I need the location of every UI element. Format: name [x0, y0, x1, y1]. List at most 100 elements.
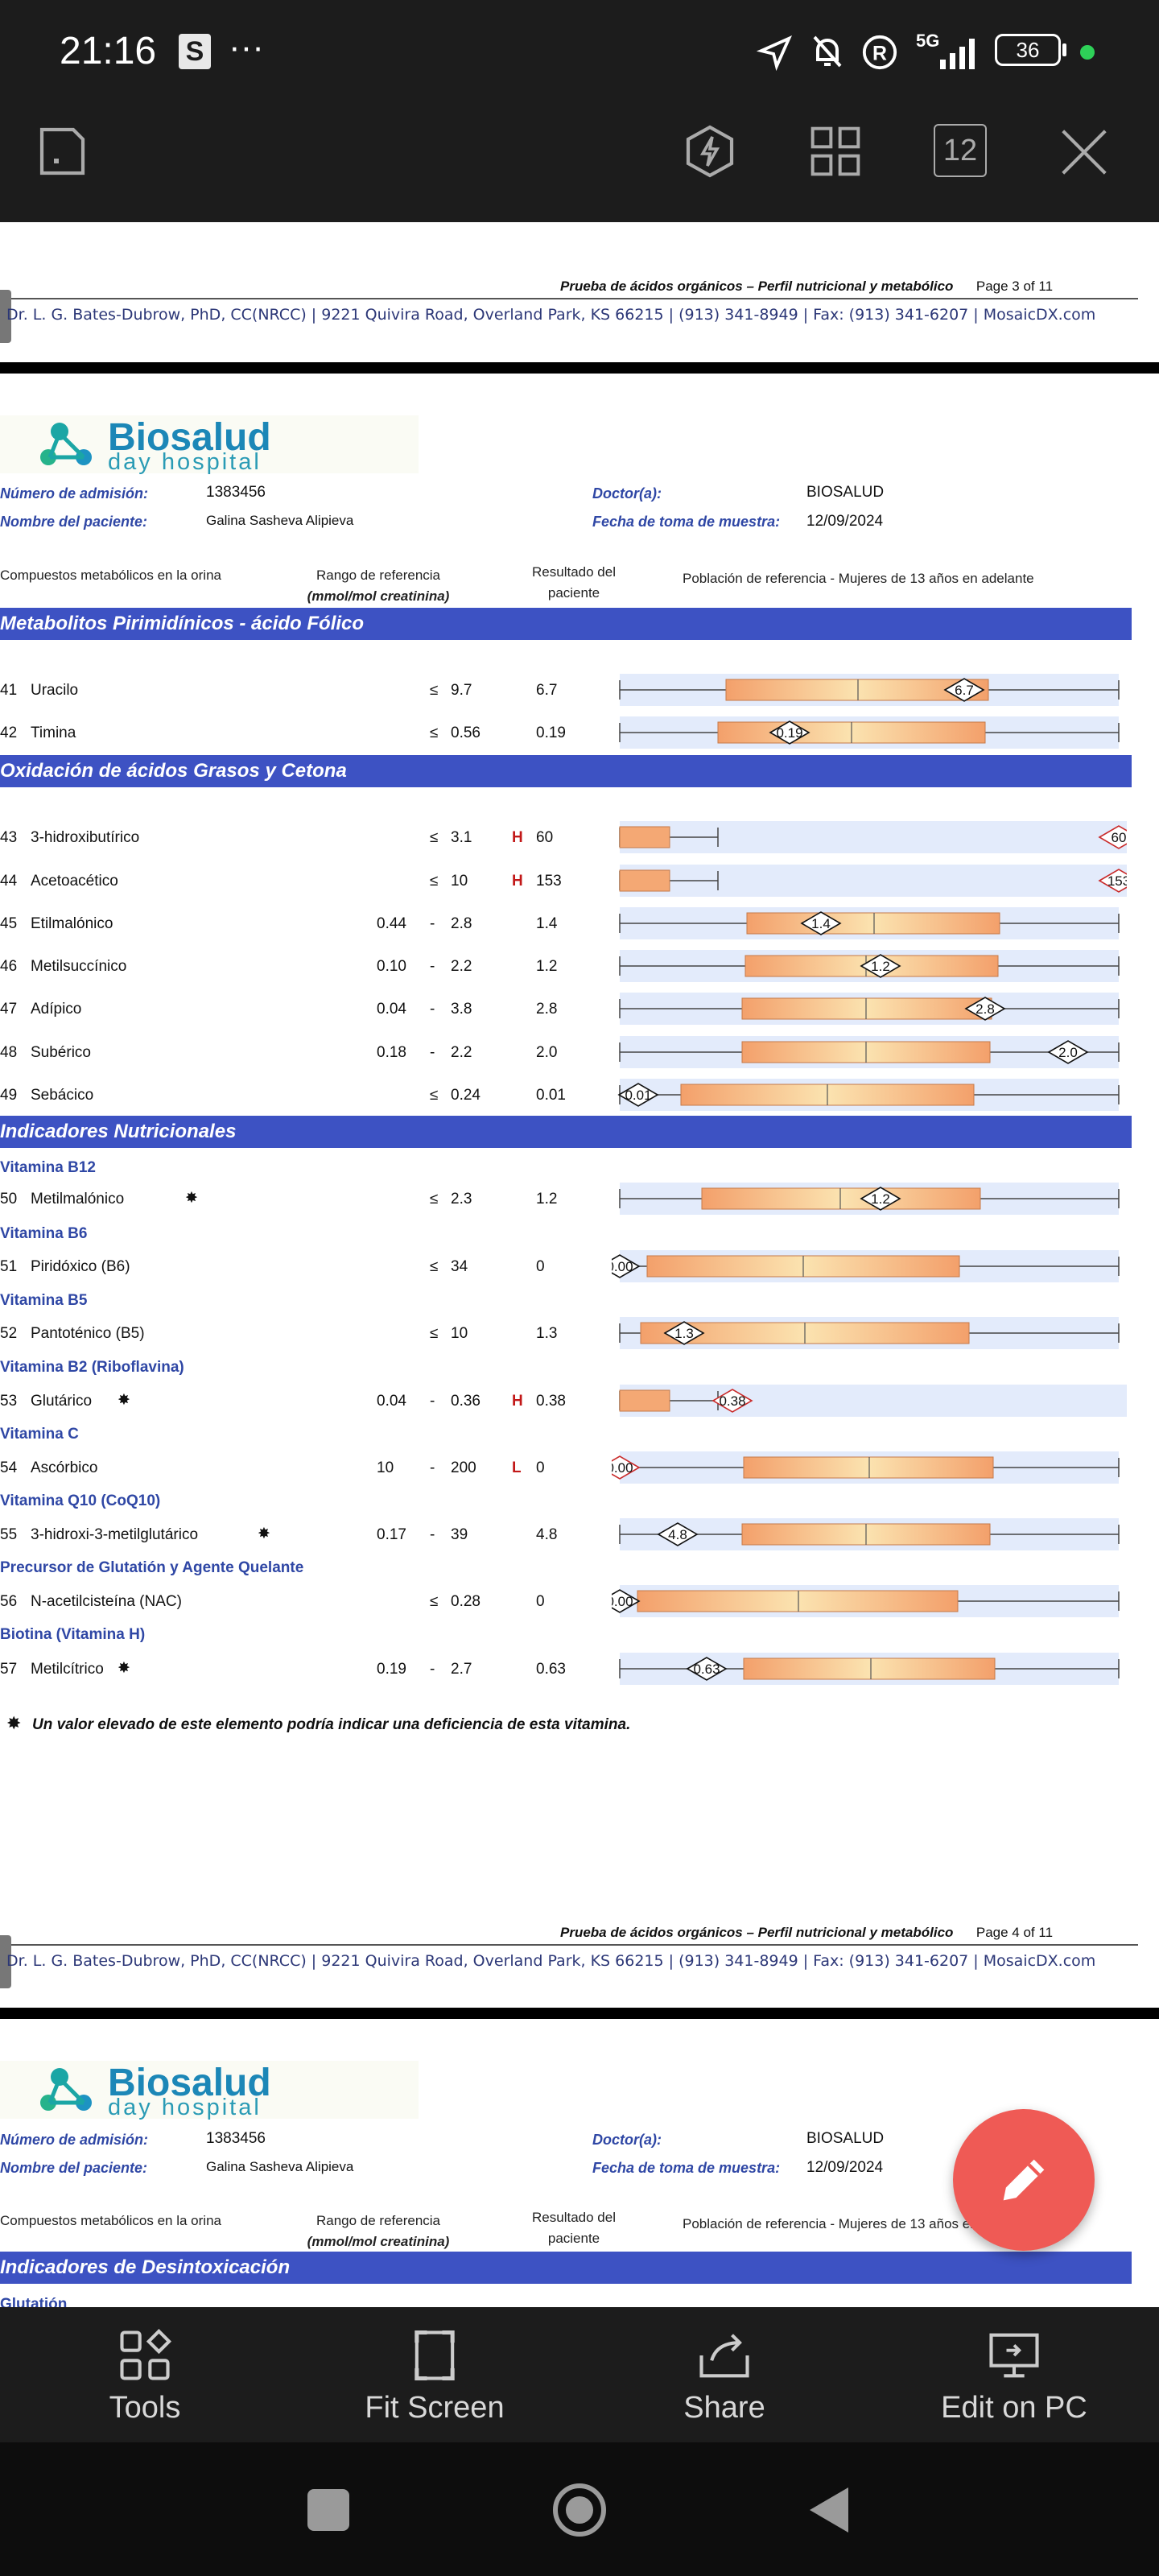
page-separator	[0, 362, 1159, 374]
reference-range-box	[701, 1187, 981, 1210]
range-separator: -	[430, 1001, 435, 1018]
admission-value: 1383456	[206, 484, 266, 501]
result-diamond	[711, 1389, 753, 1413]
row-number: 57	[0, 1661, 18, 1678]
result-marker: 0.19	[769, 720, 810, 745]
compound-name: Adípico	[31, 1001, 82, 1018]
row-number: 44	[0, 873, 18, 890]
result-diamond	[1098, 869, 1127, 893]
range-separator: ≤	[430, 829, 439, 846]
row-number: 49	[0, 1087, 18, 1104]
result-diamond	[860, 1187, 901, 1211]
location-icon	[757, 35, 793, 71]
result-value: 0.19	[536, 724, 566, 741]
reference-bar-chart: 2.8	[619, 993, 1120, 1025]
result-marker: 1.4	[800, 911, 842, 935]
range-separator: -	[430, 1526, 435, 1543]
col-compounds: Compuestos metabólicos en la orina	[0, 2213, 221, 2228]
result-flag: H	[512, 873, 523, 890]
result-diamond	[612, 1455, 641, 1480]
battery-icon: 36	[995, 34, 1061, 66]
result-marker-label: 0.00	[612, 1594, 633, 1609]
result-marker-label: 60	[1112, 830, 1127, 845]
result-marker: 1.2	[860, 1187, 901, 1211]
result-diamond	[860, 954, 901, 978]
grid-view-icon[interactable]	[808, 124, 863, 179]
date-value: 12/09/2024	[806, 2159, 884, 2176]
range-separator: ≤	[430, 1191, 439, 1208]
result-marker-label: 4.8	[668, 1527, 687, 1542]
reference-range-box	[741, 997, 992, 1020]
result-value: 0.38	[536, 1393, 566, 1410]
col-range: Rango de referencia (mmol/mol creatinina…	[274, 565, 483, 607]
reference-bar-chart: 0.38	[619, 1385, 1127, 1417]
registered-icon: R	[862, 35, 897, 70]
logo-subtitle: day hospital	[108, 449, 262, 475]
compound-name: Metilsuccínico	[31, 958, 127, 975]
edit-on-pc-button[interactable]: Edit on PC	[869, 2307, 1159, 2442]
range-high: 0.56	[451, 724, 481, 741]
compound-name: Subérico	[31, 1044, 91, 1061]
logo-name: Biosalud	[108, 2062, 271, 2104]
date-value: 12/09/2024	[806, 513, 884, 530]
result-marker-label: 0.19	[776, 725, 802, 741]
footer-page: Page 3 of 11	[975, 279, 1054, 294]
page-number-button[interactable]: 12	[934, 124, 987, 177]
share-button[interactable]: Share	[580, 2307, 869, 2442]
patient-value: Galina Sasheva Alipieva	[206, 513, 354, 528]
result-marker-label: 0.63	[693, 1662, 720, 1677]
edit-fab-button[interactable]	[953, 2109, 1095, 2251]
save-icon[interactable]	[32, 122, 90, 180]
row-number: 46	[0, 958, 18, 975]
range-high: 3.1	[451, 829, 472, 846]
tools-button[interactable]: Tools	[0, 2307, 290, 2442]
range-high: 2.8	[451, 915, 472, 932]
result-marker-label: 1.2	[871, 959, 890, 974]
result-marker: 0.01	[617, 1083, 659, 1107]
range-high: 9.7	[451, 682, 472, 699]
doctor-label: Doctor(a):	[592, 2132, 662, 2148]
result-marker: 2.8	[964, 997, 1006, 1021]
row-number: 54	[0, 1459, 18, 1476]
range-high: 0.24	[451, 1087, 481, 1104]
biosalud-logo-icon	[40, 423, 92, 465]
sublabel-b5: Vitamina B5	[0, 1292, 88, 1309]
range-low: 0.44	[377, 915, 406, 932]
range-low: 0.17	[377, 1526, 406, 1543]
home-button[interactable]	[551, 2481, 608, 2539]
doctor-value: BIOSALUD	[806, 2130, 885, 2147]
pencil-icon	[1003, 2159, 1045, 2201]
result-value: 0	[536, 1459, 545, 1476]
section-pyrimidine: Metabolitos Pirimidínicos - ácido Fólico	[0, 608, 1132, 640]
fit-screen-button[interactable]: Fit Screen	[290, 2307, 580, 2442]
footer-rule	[0, 1944, 1138, 1946]
result-diamond	[1047, 1040, 1089, 1064]
compound-name: Uracilo	[31, 682, 79, 699]
result-marker: 4.8	[657, 1522, 699, 1546]
s-app-badge: S	[179, 34, 211, 69]
boost-icon[interactable]	[681, 122, 739, 180]
star-marker-icon: ✸	[118, 1392, 130, 1409]
logo-name: Biosalud	[108, 416, 271, 459]
range-low: 0.18	[377, 1044, 406, 1061]
more-notifications-icon: ···	[229, 27, 264, 67]
close-icon[interactable]	[1056, 124, 1112, 180]
row-number: 41	[0, 682, 18, 699]
range-separator: ≤	[430, 724, 439, 741]
result-marker: 60	[1098, 825, 1127, 849]
result-marker-label: 153	[1107, 873, 1127, 889]
recents-button[interactable]	[307, 2489, 349, 2531]
compound-name: Acetoacético	[31, 873, 118, 890]
share-label: Share	[683, 2391, 765, 2425]
page3-footer-address: Dr. L. G. Bates-Dubrow, PhD, CC(NRCC) | …	[6, 306, 1096, 324]
compound-name: Timina	[31, 724, 76, 741]
range-separator: -	[430, 1459, 435, 1476]
col-population: Población de referencia - Mujeres de 13 …	[683, 571, 1034, 586]
sublabel-b2: Vitamina B2 (Riboflavina)	[0, 1359, 184, 1376]
back-button[interactable]	[806, 2486, 852, 2534]
col-result-line2: paciente	[547, 585, 600, 601]
result-value: 60	[536, 829, 554, 846]
range-separator: ≤	[430, 1087, 439, 1104]
result-marker: 0.00	[612, 1254, 641, 1278]
page-left-tab	[0, 290, 11, 343]
